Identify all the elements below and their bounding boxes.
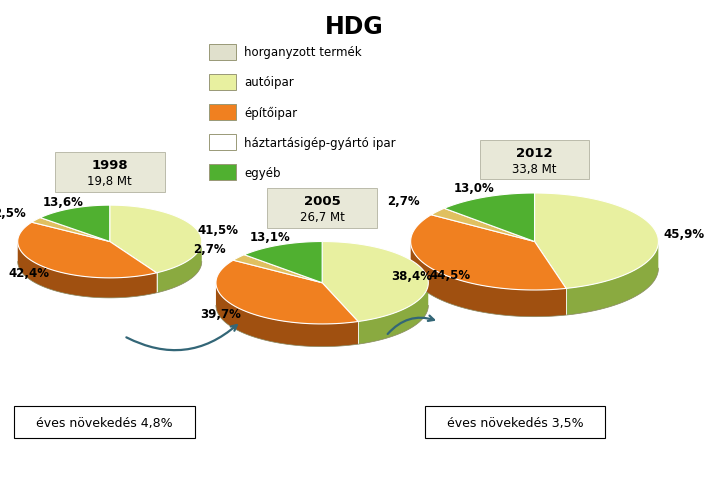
Text: 13,0%: 13,0% <box>454 182 495 194</box>
Text: háztartásigép-gyártó ipar: háztartásigép-gyártó ipar <box>244 136 396 149</box>
Text: 13,6%: 13,6% <box>42 195 84 208</box>
Polygon shape <box>18 223 156 278</box>
Bar <box>209 165 236 181</box>
Text: 41,5%: 41,5% <box>198 224 239 237</box>
Text: 2,7%: 2,7% <box>193 242 225 256</box>
Polygon shape <box>411 243 566 317</box>
Polygon shape <box>40 206 110 242</box>
Polygon shape <box>322 242 428 322</box>
Bar <box>209 105 236 121</box>
Text: éves növekedés 3,5%: éves növekedés 3,5% <box>447 416 583 429</box>
Text: 2,7%: 2,7% <box>387 195 420 208</box>
Text: egyéb: egyéb <box>244 166 281 179</box>
Text: 2005: 2005 <box>304 195 341 208</box>
Text: 33,8 Mt: 33,8 Mt <box>513 163 556 175</box>
Polygon shape <box>411 215 566 290</box>
Text: 38,4%: 38,4% <box>392 270 432 283</box>
Polygon shape <box>32 218 110 242</box>
Text: 1998: 1998 <box>91 159 128 172</box>
Text: éves növekedés 4,8%: éves növekedés 4,8% <box>36 416 173 429</box>
Text: 2012: 2012 <box>516 147 553 160</box>
Text: 26,7 Mt: 26,7 Mt <box>299 211 345 224</box>
Polygon shape <box>18 243 156 298</box>
Polygon shape <box>156 243 202 293</box>
Text: 2,5%: 2,5% <box>0 206 26 219</box>
Text: 42,4%: 42,4% <box>8 266 50 279</box>
Bar <box>55 152 164 192</box>
Polygon shape <box>233 255 322 283</box>
Bar <box>425 407 605 438</box>
Polygon shape <box>431 209 535 242</box>
Polygon shape <box>244 242 322 283</box>
Text: 19,8 Mt: 19,8 Mt <box>87 175 132 187</box>
Text: autóipar: autóipar <box>244 76 294 89</box>
Text: HDG: HDG <box>325 15 383 38</box>
Text: 39,7%: 39,7% <box>200 308 241 321</box>
Text: 44,5%: 44,5% <box>429 268 470 281</box>
Polygon shape <box>216 284 358 347</box>
Bar <box>209 45 236 60</box>
Polygon shape <box>216 261 358 324</box>
Bar <box>480 140 590 180</box>
Polygon shape <box>535 194 658 289</box>
Text: 13,1%: 13,1% <box>250 231 291 243</box>
Polygon shape <box>444 194 535 242</box>
Bar <box>267 189 377 228</box>
Text: 45,9%: 45,9% <box>664 228 705 241</box>
Polygon shape <box>566 244 658 316</box>
Polygon shape <box>110 206 202 273</box>
Bar <box>209 75 236 91</box>
Polygon shape <box>358 285 428 345</box>
Bar <box>14 407 195 438</box>
Bar <box>209 135 236 151</box>
Text: építőipar: építőipar <box>244 106 297 120</box>
Text: horganyzott termék: horganyzott termék <box>244 46 362 59</box>
